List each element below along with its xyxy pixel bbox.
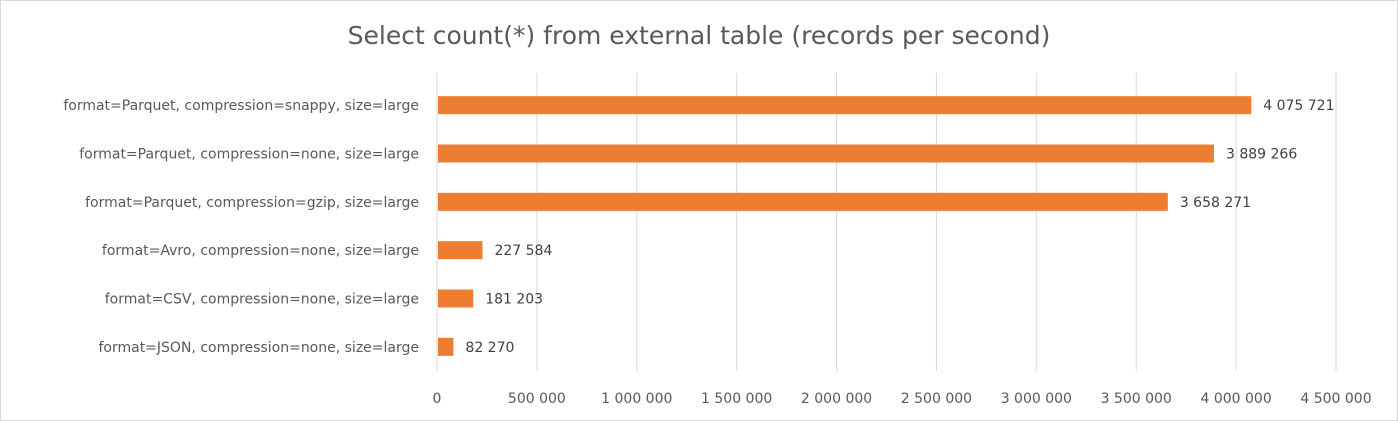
chart-title: Select count(*) from external table (rec… bbox=[347, 21, 1051, 50]
data-label: 227 584 bbox=[494, 243, 552, 259]
bar bbox=[438, 96, 1252, 115]
x-tick-label: 2 500 000 bbox=[901, 391, 972, 407]
x-tick-label: 2 000 000 bbox=[801, 391, 872, 407]
bar bbox=[438, 144, 1214, 163]
x-tick-label: 3 000 000 bbox=[1001, 391, 1072, 407]
category-label: format=Parquet, compression=none, size=l… bbox=[79, 147, 419, 163]
x-tick-label: 1 500 000 bbox=[701, 391, 772, 407]
x-tick-label: 1 000 000 bbox=[601, 391, 672, 407]
category-label: format=Parquet, compression=gzip, size=l… bbox=[85, 195, 419, 211]
x-tick-label: 4 000 000 bbox=[1200, 391, 1271, 407]
bar bbox=[438, 337, 454, 356]
labels: 0 500 000 1 000 000 1 500 000 2 000 000 2 500… bbox=[63, 98, 1371, 407]
category-label: format=Parquet, compression=snappy, size… bbox=[63, 98, 419, 114]
category-label: format=CSV, compression=none, size=large bbox=[105, 292, 419, 308]
bar bbox=[438, 289, 474, 308]
x-tick-label: 4 500 000 bbox=[1300, 391, 1371, 407]
x-tick-label: 500 000 bbox=[508, 391, 566, 407]
data-label: 3 658 271 bbox=[1180, 195, 1251, 211]
data-label: 3 889 266 bbox=[1226, 147, 1297, 163]
category-label: format=JSON, compression=none, size=larg… bbox=[98, 340, 419, 356]
bar bbox=[438, 192, 1168, 211]
bars bbox=[438, 96, 1252, 356]
x-tick-label: 0 bbox=[433, 391, 442, 407]
category-label: format=Avro, compression=none, size=larg… bbox=[102, 243, 419, 259]
x-tick-label: 3 500 000 bbox=[1101, 391, 1172, 407]
data-label: 181 203 bbox=[485, 292, 543, 308]
gridlines bbox=[436, 73, 1337, 371]
bar bbox=[438, 241, 483, 260]
data-label: 82 270 bbox=[465, 340, 514, 356]
data-label: 4 075 721 bbox=[1263, 98, 1334, 114]
